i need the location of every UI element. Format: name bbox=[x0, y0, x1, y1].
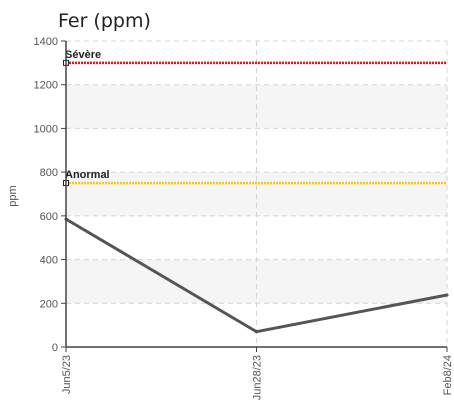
axes bbox=[61, 40, 448, 352]
threshold-label: Anormal bbox=[65, 169, 110, 181]
x-tick-label: Jun28/23 bbox=[252, 355, 264, 400]
data-point bbox=[445, 293, 449, 297]
threshold-lines: Sévère Anormal bbox=[63, 49, 447, 187]
y-tick-labels: 0 200 400 600 800 1000 1200 1400 bbox=[34, 36, 58, 354]
y-tick-label: 1200 bbox=[34, 80, 58, 92]
y-tick-label: 1000 bbox=[34, 123, 58, 135]
y-tick-label: 200 bbox=[40, 298, 58, 310]
x-tick-label: Feb8/24 bbox=[442, 355, 454, 395]
y-tick-label: 1400 bbox=[34, 36, 58, 48]
y-axis-label: ppm bbox=[7, 185, 19, 206]
threshold-label: Sévère bbox=[65, 49, 101, 61]
data-point bbox=[255, 330, 258, 334]
y-tick-label: 800 bbox=[40, 167, 58, 179]
y-tick-label: 600 bbox=[40, 211, 58, 223]
chart-title: Fer (ppm) bbox=[58, 10, 151, 32]
x-tick-labels: Jun5/23 Jun28/23 Feb8/24 bbox=[61, 355, 454, 400]
y-tick-label: 400 bbox=[40, 255, 58, 267]
x-tick-label: Jun5/23 bbox=[61, 355, 73, 394]
y-tick-label: 0 bbox=[52, 342, 58, 354]
